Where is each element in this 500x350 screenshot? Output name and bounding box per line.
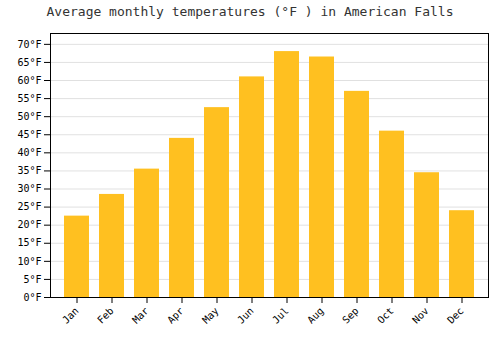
svg-text:70°F: 70°F (17, 39, 41, 50)
svg-text:20°F: 20°F (17, 219, 41, 230)
svg-text:Jun: Jun (235, 305, 256, 326)
svg-text:Mar: Mar (130, 305, 151, 326)
svg-text:Sep: Sep (340, 305, 361, 326)
svg-text:Jan: Jan (60, 305, 81, 326)
svg-text:50°F: 50°F (17, 111, 41, 122)
svg-text:Oct: Oct (375, 305, 396, 326)
svg-text:Feb: Feb (95, 305, 116, 326)
svg-text:25°F: 25°F (17, 201, 41, 212)
svg-text:5°F: 5°F (23, 274, 41, 285)
svg-text:Dec: Dec (445, 305, 466, 326)
svg-text:0°F: 0°F (23, 292, 41, 303)
svg-text:May: May (200, 305, 221, 326)
svg-text:65°F: 65°F (17, 57, 41, 68)
svg-text:Apr: Apr (165, 305, 186, 326)
svg-text:15°F: 15°F (17, 237, 41, 248)
html-text:Average monthly temperatures (: Average monthly temperatures (°F ) in Am… (46, 4, 454, 19)
svg-text:60°F: 60°F (17, 75, 41, 86)
svg-text:40°F: 40°F (17, 147, 41, 158)
svg-text:55°F: 55°F (17, 93, 41, 104)
svg-text:10°F: 10°F (17, 256, 41, 267)
svg-text:35°F: 35°F (17, 165, 41, 176)
svg-text:Aug: Aug (305, 305, 326, 326)
svg-text:30°F: 30°F (17, 183, 41, 194)
svg-text:Nov: Nov (410, 305, 431, 326)
svg-text:Jul: Jul (270, 305, 291, 326)
svg-text:45°F: 45°F (17, 129, 41, 140)
